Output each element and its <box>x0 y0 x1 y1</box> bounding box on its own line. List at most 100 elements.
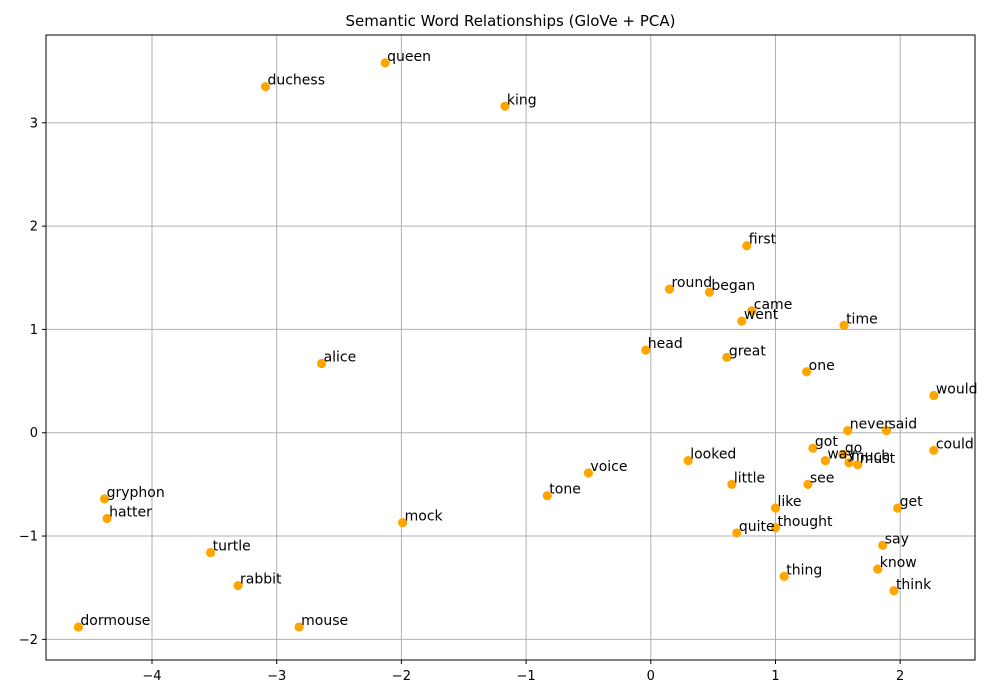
point-label-went: went <box>744 307 779 323</box>
point-label-gryphon: gryphon <box>107 485 165 501</box>
data-point-think <box>889 586 899 596</box>
data-point-began <box>704 287 714 297</box>
point-label-would: would <box>936 382 978 398</box>
data-point-get <box>893 503 903 513</box>
data-point-head <box>641 345 651 355</box>
data-point-thing <box>779 571 789 581</box>
point-label-came: came <box>754 297 793 313</box>
point-label-tone: tone <box>549 482 581 498</box>
point-label-great: great <box>729 343 767 359</box>
data-point-little <box>727 479 737 489</box>
point-label-time: time <box>846 311 878 327</box>
point-label-got: got <box>815 434 838 450</box>
plot-frame <box>45 34 976 661</box>
point-label-quite: quite <box>739 519 775 535</box>
point-label-get: get <box>900 494 924 510</box>
point-label-rabbit: rabbit <box>240 572 282 588</box>
y-tick-label: −2 <box>19 633 38 648</box>
point-label-see: see <box>810 470 835 486</box>
data-point-looked <box>683 456 693 466</box>
point-label-hatter: hatter <box>109 504 152 520</box>
point-label-much: much <box>851 449 890 465</box>
point-label-mouse: mouse <box>301 613 348 629</box>
data-point-mouse <box>294 622 304 632</box>
point-label-go: go <box>845 440 862 456</box>
point-label-little: little <box>734 470 765 486</box>
data-point-know <box>873 564 883 574</box>
data-point-time <box>839 320 849 330</box>
x-tick-label: 2 <box>896 669 904 684</box>
point-label-looked: looked <box>690 447 736 463</box>
point-label-could: could <box>936 436 974 452</box>
point-label-like: like <box>777 494 801 510</box>
point-label-never: never <box>850 417 890 433</box>
data-point-must <box>853 460 863 470</box>
data-point-said <box>881 426 892 436</box>
data-point-way <box>820 456 830 466</box>
data-point-thought <box>770 523 781 533</box>
point-label-duchess: duchess <box>267 73 325 89</box>
data-point-great <box>722 352 732 362</box>
x-tick-label: −1 <box>517 669 536 684</box>
data-point-go <box>838 449 848 460</box>
x-tick-label: −2 <box>392 669 411 684</box>
data-point-king <box>500 101 510 111</box>
data-point-turtle <box>206 547 216 558</box>
y-tick-label: 1 <box>30 323 38 338</box>
point-label-began: began <box>711 278 755 294</box>
y-tick-label: 0 <box>30 426 38 441</box>
point-label-know: know <box>880 555 917 571</box>
data-point-mock <box>398 518 408 528</box>
data-point-tone <box>542 491 552 501</box>
data-point-one <box>802 367 812 377</box>
point-label-must: must <box>860 451 896 467</box>
data-point-came <box>747 306 757 316</box>
data-point-much <box>844 458 854 468</box>
data-point-say <box>878 540 888 550</box>
data-point-dormouse <box>73 622 84 632</box>
data-point-could <box>929 445 939 455</box>
data-point-first <box>742 241 752 251</box>
grid <box>46 35 975 660</box>
data-point-would <box>929 390 939 401</box>
point-label-thing: thing <box>786 562 822 578</box>
data-point-queen <box>380 58 390 68</box>
point-label-thought: thought <box>777 514 833 530</box>
point-label-dormouse: dormouse <box>80 613 150 629</box>
point-label-head: head <box>648 336 683 352</box>
data-point-went <box>737 316 747 326</box>
point-label-said: said <box>888 417 917 433</box>
point-label-queen: queen <box>387 49 431 65</box>
point-label-say: say <box>885 531 909 547</box>
x-tick-label: −4 <box>142 669 161 684</box>
y-tick-label: 3 <box>30 116 38 131</box>
point-label-think: think <box>896 577 932 593</box>
point-label-king: king <box>507 92 537 108</box>
x-tick-label: −3 <box>267 669 286 684</box>
y-tick-label: 2 <box>30 220 38 235</box>
data-point-got <box>808 443 818 453</box>
data-points <box>73 58 939 632</box>
data-point-alice <box>316 358 327 369</box>
point-label-mock: mock <box>405 509 444 525</box>
point-label-alice: alice <box>324 350 357 366</box>
point-label-round: round <box>671 275 712 291</box>
data-point-like <box>770 503 781 513</box>
point-label-turtle: turtle <box>213 539 251 555</box>
data-point-quite <box>732 528 742 538</box>
point-label-voice: voice <box>590 459 627 475</box>
axis-ticks: −4 −3 −2 −1 0 1 2 −2 −1 0 1 2 3 <box>19 116 904 684</box>
point-label-way: way <box>827 447 855 463</box>
point-label-first: first <box>749 232 777 248</box>
data-point-gryphon <box>100 494 110 504</box>
data-point-round <box>664 284 675 294</box>
data-point-never <box>843 426 853 436</box>
data-point-voice <box>583 468 594 478</box>
data-point-rabbit <box>233 581 243 591</box>
point-label-one: one <box>809 358 835 374</box>
y-tick-label: −1 <box>19 530 38 545</box>
data-point-hatter <box>102 513 112 524</box>
data-point-duchess <box>260 82 271 92</box>
